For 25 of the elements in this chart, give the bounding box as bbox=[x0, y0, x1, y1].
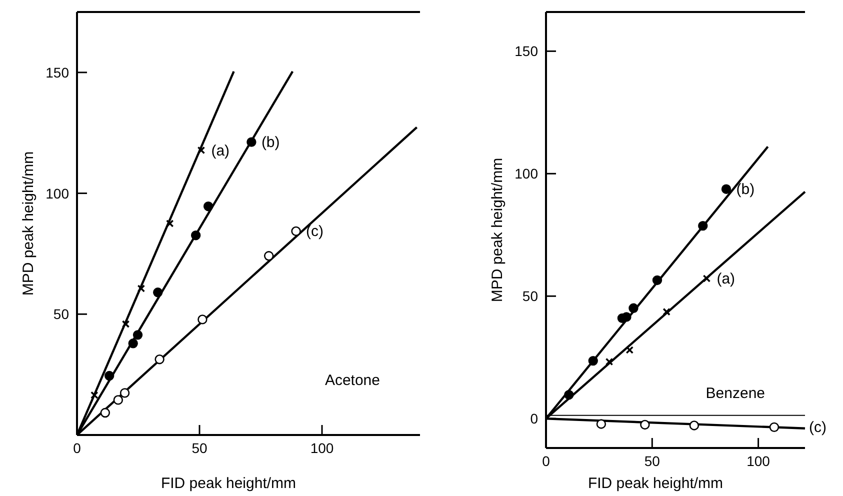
x-tick-label: 100 bbox=[310, 440, 334, 456]
y-tick-label: 50 bbox=[53, 306, 70, 322]
y-axis-title: MPD peak height/mm bbox=[20, 151, 37, 296]
y-tick-label: 0 bbox=[530, 410, 538, 427]
x-axis-title: FID peak height/mm bbox=[588, 475, 724, 492]
series-label: (a) bbox=[211, 142, 230, 160]
series-label: (c) bbox=[306, 223, 324, 240]
x-tick-label: 100 bbox=[746, 453, 770, 469]
y-tick-label: 50 bbox=[522, 288, 538, 304]
series-label: (b) bbox=[736, 181, 755, 198]
y-tick-label: 100 bbox=[46, 185, 70, 202]
x-tick-label: 0 bbox=[542, 453, 550, 469]
series-label: (a) bbox=[716, 270, 736, 288]
annotation: Benzene bbox=[706, 385, 765, 402]
y-tick-label: 100 bbox=[514, 166, 538, 182]
y-tick-label: 150 bbox=[514, 43, 538, 60]
x-tick-label: 50 bbox=[192, 440, 208, 456]
y-tick-label: 150 bbox=[46, 64, 70, 80]
annotation: Acetone bbox=[324, 372, 380, 389]
series-label: (b) bbox=[261, 134, 280, 152]
x-tick-label: 50 bbox=[644, 453, 660, 469]
y-axis-title: MPD peak height/mm bbox=[489, 158, 506, 302]
x-axis-title: FID peak height/mm bbox=[160, 475, 296, 492]
x-tick-label: 0 bbox=[73, 440, 82, 456]
text: (c) bbox=[809, 419, 826, 436]
